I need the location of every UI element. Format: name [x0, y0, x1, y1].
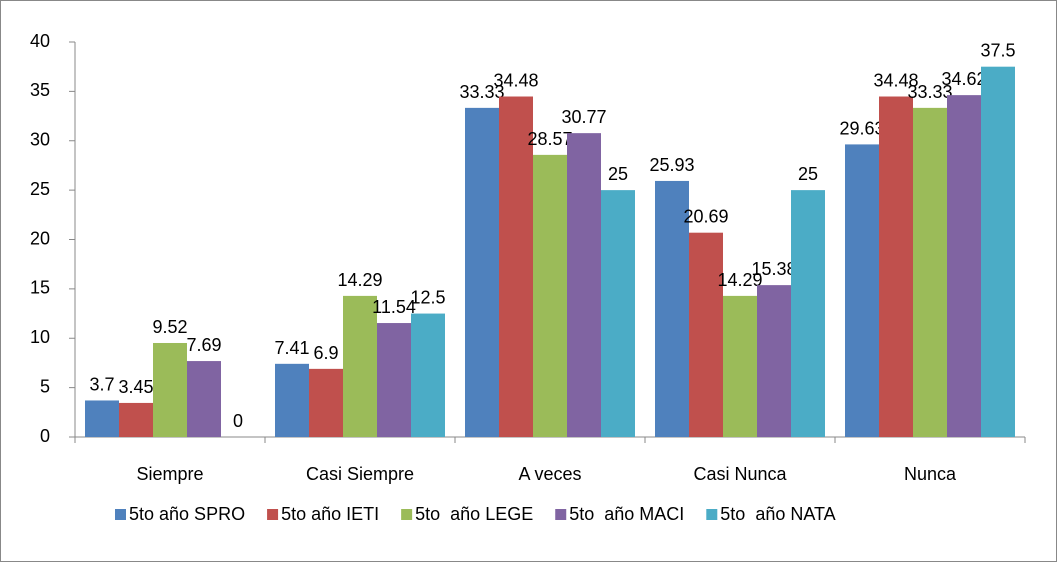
x-tick-label: A veces [518, 464, 581, 484]
data-label: 34.48 [493, 71, 538, 91]
data-label: 7.41 [274, 338, 309, 358]
y-tick-label: 10 [30, 327, 50, 347]
data-label: 33.33 [907, 82, 952, 102]
bar [275, 363, 309, 437]
legend-swatch [267, 509, 279, 520]
data-label: 14.29 [717, 270, 762, 290]
bar [913, 107, 947, 438]
data-label: 34.62 [941, 69, 986, 89]
data-label: 25 [608, 164, 628, 184]
bar [791, 190, 825, 437]
bar [153, 342, 187, 437]
bar [465, 107, 499, 438]
legend-swatch [401, 509, 413, 520]
bar [655, 180, 689, 437]
legend-label: 5to año MACI [569, 504, 684, 524]
x-tick-label: Casi Nunca [693, 464, 787, 484]
bar [689, 232, 723, 437]
legend-label: 5to año SPRO [129, 504, 245, 524]
y-tick-label: 35 [30, 80, 50, 100]
bar [533, 154, 567, 437]
bar [187, 361, 221, 437]
bar [343, 295, 377, 437]
data-label: 29.63 [839, 118, 884, 138]
bar [757, 285, 791, 437]
data-label: 9.52 [152, 317, 187, 337]
legend-swatch [115, 509, 126, 520]
data-label: 14.29 [337, 270, 382, 290]
x-tick-label: Siempre [136, 464, 203, 484]
x-tick-label: Casi Siempre [306, 464, 414, 484]
y-tick-label: 15 [30, 278, 50, 298]
data-label: 25.93 [649, 155, 694, 175]
data-label: 7.69 [186, 335, 221, 355]
legend-label: 5to año NATA [720, 504, 835, 524]
bar [411, 313, 445, 437]
y-tick-label: 25 [30, 179, 50, 199]
y-tick-label: 0 [40, 426, 50, 446]
data-label: 6.9 [313, 343, 338, 363]
y-tick-label: 5 [40, 376, 50, 396]
legend-swatch [555, 509, 567, 520]
data-label: 28.57 [527, 129, 572, 149]
bar [85, 400, 119, 437]
data-label: 0 [233, 411, 243, 431]
bar [723, 295, 757, 437]
legend-label: 5to año IETI [281, 504, 379, 524]
data-label: 25 [798, 164, 818, 184]
data-label: 33.33 [459, 82, 504, 102]
data-label: 34.48 [873, 71, 918, 91]
data-label: 11.54 [372, 297, 416, 317]
data-label: 12.5 [410, 288, 445, 308]
bar [567, 133, 601, 438]
bar [947, 95, 981, 437]
legend-swatch [706, 509, 718, 520]
legend-label: 5to año LEGE [415, 504, 533, 524]
y-tick-label: 30 [30, 130, 50, 150]
bar [601, 190, 635, 437]
data-label: 15.38 [751, 259, 796, 279]
x-tick-label: Nunca [904, 464, 957, 484]
y-tick-label: 40 [30, 31, 50, 51]
bar [377, 323, 411, 437]
bar [309, 368, 343, 437]
data-label: 3.45 [118, 377, 153, 397]
y-tick-label: 20 [30, 228, 50, 248]
data-label: 3.7 [89, 374, 114, 394]
bar [981, 66, 1015, 437]
data-label: 37.5 [980, 41, 1015, 61]
bar [845, 144, 879, 437]
bar [499, 96, 533, 437]
data-label: 30.77 [561, 107, 606, 127]
bar [879, 96, 913, 437]
bar [119, 402, 153, 437]
data-label: 20.69 [683, 207, 728, 227]
